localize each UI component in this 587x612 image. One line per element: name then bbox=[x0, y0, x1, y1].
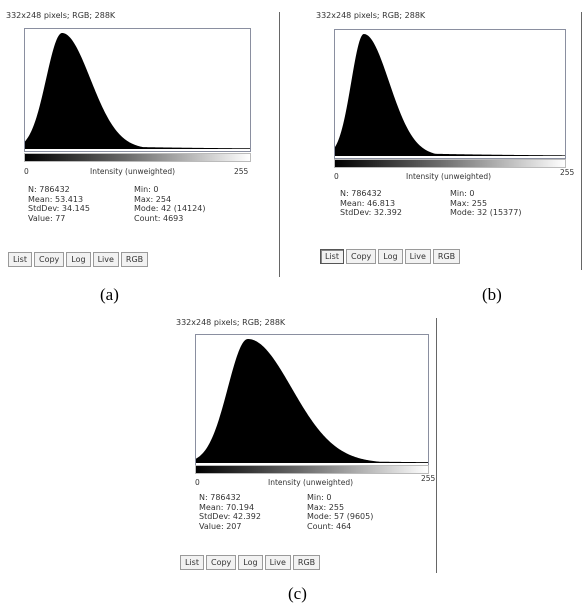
stat-n: N: 786432 bbox=[340, 189, 382, 198]
window-border-a bbox=[279, 12, 280, 277]
axis-title-a: Intensity (unweighted) bbox=[90, 167, 176, 176]
axis-min-label-a: 0 bbox=[24, 167, 29, 176]
stat-stddev: StdDev: 42.392 bbox=[199, 512, 261, 521]
stat-mode: Mode: 57 (9605) bbox=[307, 512, 374, 521]
stat-value: Value: 207 bbox=[199, 521, 242, 531]
stat-count: Count: 464 bbox=[307, 521, 352, 531]
stat-mean: Mean: 53.413 bbox=[28, 194, 84, 204]
stat-n: N: 786432 bbox=[28, 185, 70, 194]
axis-title-c: Intensity (unweighted) bbox=[268, 478, 354, 487]
log-button[interactable]: Log bbox=[66, 252, 91, 267]
histogram-plot-a bbox=[24, 28, 251, 152]
window-border-b bbox=[581, 12, 582, 270]
list-button[interactable]: List bbox=[320, 249, 344, 264]
live-button[interactable]: Live bbox=[92, 252, 119, 267]
histogram-area bbox=[25, 33, 250, 149]
stats-right-a: Min: 0 Max: 254 Mode: 42 (14124) Count: … bbox=[134, 185, 205, 223]
copy-button[interactable]: Copy bbox=[345, 249, 377, 264]
stats-left-a: N: 786432 Mean: 53.413 StdDev: 34.145 Va… bbox=[28, 185, 90, 223]
copy-button[interactable]: Copy bbox=[33, 252, 65, 267]
button-row-b: List Copy Log Live RGB bbox=[320, 249, 461, 264]
stats-block-b: N: 786432 Mean: 46.813 StdDev: 32.392 Mi… bbox=[340, 189, 570, 223]
rgb-button[interactable]: RGB bbox=[120, 252, 149, 267]
stats-right-b: Min: 0 Max: 255 Mode: 32 (15377) bbox=[450, 189, 521, 218]
stat-max: Max: 254 bbox=[134, 194, 172, 204]
caption-b: (b) bbox=[482, 285, 502, 304]
caption-a: (a) bbox=[100, 285, 119, 304]
stats-right-c: Min: 0 Max: 255 Mode: 57 (9605) Count: 4… bbox=[307, 493, 373, 531]
caption-c: (c) bbox=[288, 584, 307, 603]
histogram-window-b: 332x248 pixels; RGB; 288K 0 Intensity (u… bbox=[312, 2, 585, 304]
stat-mean: Mean: 70.194 bbox=[199, 502, 255, 512]
stat-value: Value: 77 bbox=[28, 213, 66, 223]
button-row-c: List Copy Log Live RGB bbox=[180, 555, 321, 570]
stat-min: Min: 0 bbox=[450, 189, 475, 198]
rgb-button[interactable]: RGB bbox=[432, 249, 461, 264]
histogram-window-a: 332x248 pixels; RGB; 288K 0 Intensity (u… bbox=[2, 2, 282, 304]
axis-min-label-b: 0 bbox=[334, 172, 339, 181]
lut-bar-a bbox=[24, 153, 251, 162]
log-button[interactable]: Log bbox=[378, 249, 403, 264]
stat-max: Max: 255 bbox=[450, 198, 488, 208]
stat-max: Max: 255 bbox=[307, 502, 345, 512]
histogram-area bbox=[196, 339, 428, 463]
histogram-area bbox=[335, 34, 565, 156]
lut-bar-b bbox=[334, 159, 566, 168]
stat-stddev: StdDev: 34.145 bbox=[28, 204, 90, 213]
list-button[interactable]: List bbox=[8, 252, 32, 267]
stat-count: Count: 4693 bbox=[134, 213, 184, 223]
stats-left-b: N: 786432 Mean: 46.813 StdDev: 32.392 bbox=[340, 189, 402, 218]
stat-mean: Mean: 46.813 bbox=[340, 198, 396, 208]
histogram-window-c: 332x248 pixels; RGB; 288K 0 Intensity (u… bbox=[170, 312, 440, 610]
axis-max-label-a: 255 bbox=[234, 167, 249, 176]
live-button[interactable]: Live bbox=[264, 555, 291, 570]
stat-stddev: StdDev: 32.392 bbox=[340, 208, 402, 217]
stat-min: Min: 0 bbox=[307, 493, 332, 502]
histogram-plot-b bbox=[334, 29, 566, 159]
stat-min: Min: 0 bbox=[134, 185, 159, 194]
list-button[interactable]: List bbox=[180, 555, 204, 570]
stat-mode: Mode: 32 (15377) bbox=[450, 208, 522, 217]
stat-mode: Mode: 42 (14124) bbox=[134, 204, 206, 213]
live-button[interactable]: Live bbox=[404, 249, 431, 264]
axis-max-label-c: 255 bbox=[421, 474, 436, 483]
button-row-a: List Copy Log Live RGB bbox=[8, 252, 149, 267]
axis-title-b: Intensity (unweighted) bbox=[406, 172, 492, 181]
axis-min-label-c: 0 bbox=[195, 478, 200, 487]
window-border-c bbox=[436, 318, 437, 573]
copy-button[interactable]: Copy bbox=[205, 555, 237, 570]
histogram-plot-c bbox=[195, 334, 429, 466]
stat-n: N: 786432 bbox=[199, 493, 241, 502]
log-button[interactable]: Log bbox=[238, 555, 263, 570]
stats-block-a: N: 786432 Mean: 53.413 StdDev: 34.145 Va… bbox=[28, 185, 258, 229]
rgb-button[interactable]: RGB bbox=[292, 555, 321, 570]
window-title-a: 332x248 pixels; RGB; 288K bbox=[6, 11, 116, 20]
lut-bar-c bbox=[195, 465, 429, 474]
stats-left-c: N: 786432 Mean: 70.194 StdDev: 42.392 Va… bbox=[199, 493, 261, 531]
window-title-c: 332x248 pixels; RGB; 288K bbox=[176, 318, 286, 327]
axis-max-label-b: 255 bbox=[560, 168, 575, 177]
window-title-b: 332x248 pixels; RGB; 288K bbox=[316, 11, 426, 20]
stats-block-c: N: 786432 Mean: 70.194 StdDev: 42.392 Va… bbox=[199, 493, 429, 537]
